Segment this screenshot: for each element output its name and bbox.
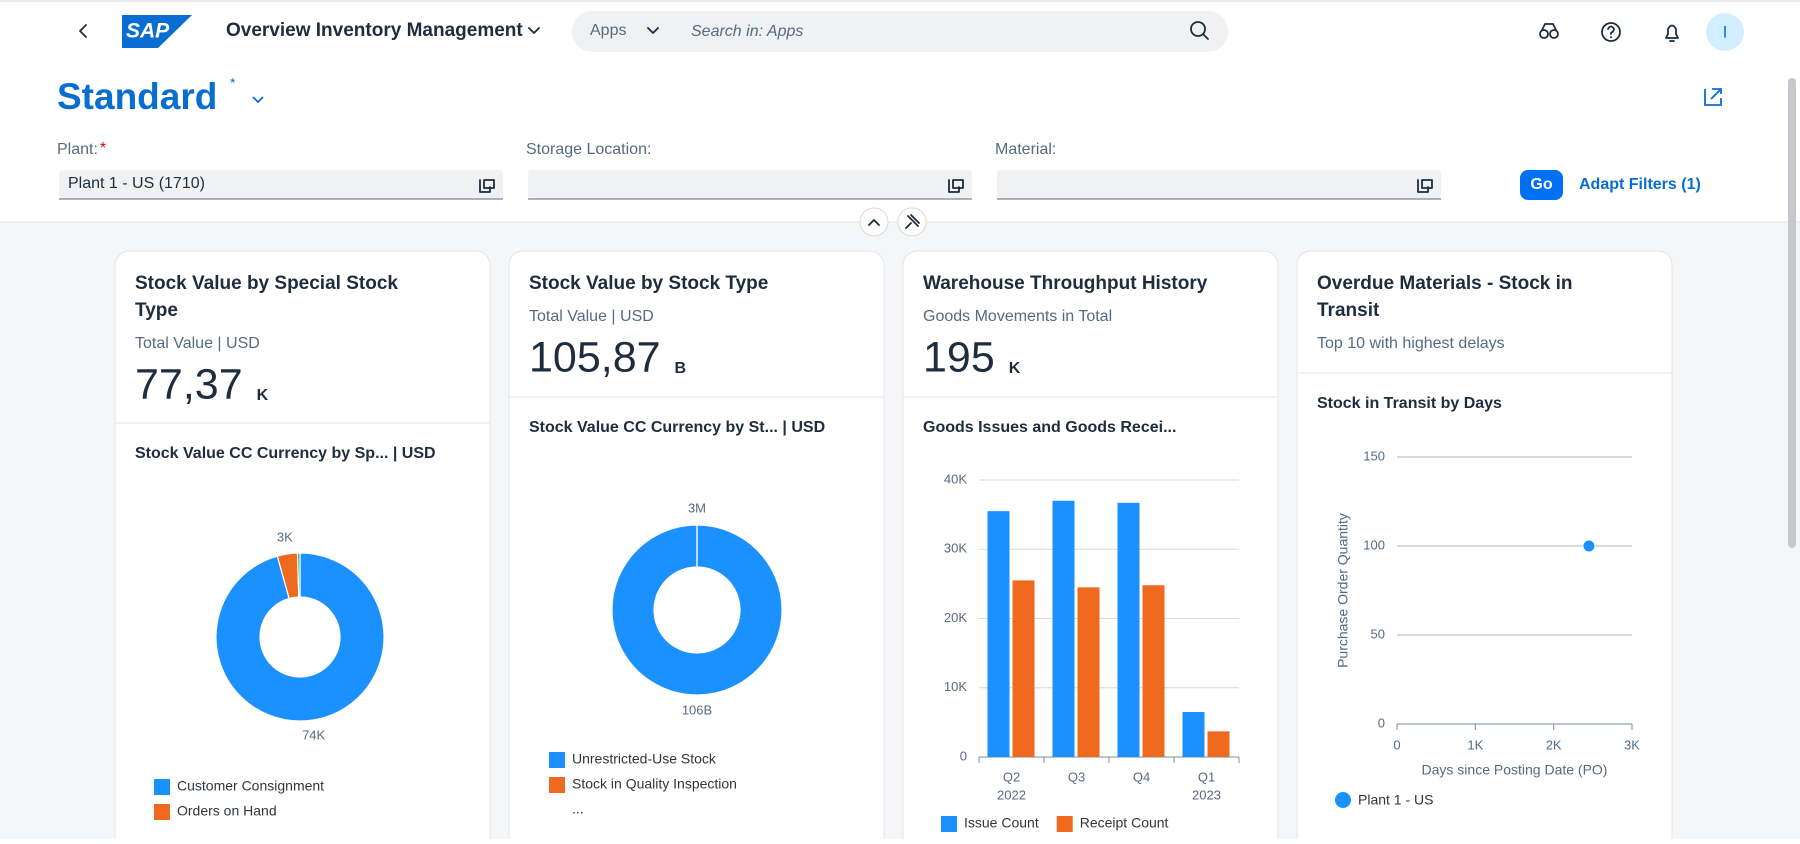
card-subtitle: Total Value | USD — [529, 308, 654, 325]
legend-label: Receipt Count — [1080, 815, 1169, 831]
kpi-unit: K — [1009, 360, 1021, 377]
data-label: 3K — [277, 530, 293, 545]
x-axis-title: Days since Posting Date (PO) — [1422, 762, 1608, 778]
chart-title: Stock in Transit by Days — [1317, 395, 1502, 412]
chart-title: Stock Value CC Currency by St... | USD — [529, 419, 825, 436]
legend-swatch — [154, 804, 170, 820]
data-label: 106B — [682, 702, 712, 717]
x-tick-label: Q1 — [1198, 769, 1215, 784]
y-tick-label: 150 — [1363, 448, 1385, 463]
data-label: 3M — [688, 500, 706, 515]
y-tick-label: 0 — [1378, 715, 1385, 730]
legend-swatch — [154, 779, 170, 795]
legend-label: Stock in Quality Inspection — [572, 776, 737, 792]
legend-swatch — [941, 816, 957, 832]
card-subtitle: Goods Movements in Total — [923, 308, 1112, 325]
kpi-unit: K — [257, 387, 269, 404]
y-axis-title: Purchase Order Quantity — [1335, 513, 1351, 668]
kpi-unit: B — [675, 360, 687, 377]
go-button-text[interactable]: Go — [1530, 176, 1552, 193]
legend-label: Orders on Hand — [177, 803, 277, 819]
search-box[interactable] — [572, 11, 1228, 52]
legend-label: Customer Consignment — [177, 778, 324, 794]
search-scope[interactable]: Apps — [590, 22, 626, 39]
card-title[interactable]: Warehouse Throughput History — [923, 273, 1208, 294]
x-group-label: 2022 — [997, 787, 1026, 802]
x-tick-label: Q2 — [1003, 769, 1020, 784]
variant-name[interactable]: Standard — [57, 76, 217, 117]
kpi-value: 195 — [923, 333, 995, 381]
chart-title: Goods Issues and Goods Recei... — [923, 419, 1176, 436]
collapse-header-button[interactable] — [860, 208, 888, 236]
filter-input[interactable] — [528, 170, 972, 199]
y-tick-label: 0 — [960, 748, 967, 763]
y-tick-label: 20K — [944, 610, 967, 625]
kpi-value: 105,87 — [529, 333, 661, 381]
legend-swatch — [549, 777, 565, 793]
search-placeholder[interactable]: Search in: Apps — [691, 23, 803, 40]
adapt-filters[interactable]: Adapt Filters (1) — [1579, 176, 1701, 193]
legend-more: ... — [572, 801, 584, 817]
bar — [1118, 503, 1140, 757]
y-tick-label: 50 — [1371, 626, 1385, 641]
logo-text: SAP — [126, 20, 170, 43]
chart-title: Stock Value CC Currency by Sp... | USD — [135, 445, 436, 462]
y-tick-label: 10K — [944, 679, 967, 694]
card-title[interactable]: Stock Value by Stock Type — [529, 273, 768, 294]
legend-label: Issue Count — [964, 815, 1039, 831]
data-label: 74K — [302, 728, 325, 743]
filter-input[interactable] — [997, 170, 1441, 199]
x-tick-label: 1K — [1467, 737, 1483, 752]
bar — [1208, 731, 1230, 757]
variant-modified: * — [230, 75, 236, 91]
bar — [988, 511, 1010, 757]
scatter-point — [1583, 540, 1595, 552]
legend-label: Unrestricted-Use Stock — [572, 751, 717, 767]
filter-label: Storage Location: — [526, 141, 651, 158]
bar — [1078, 587, 1100, 757]
scrollbar — [1788, 78, 1796, 548]
required-marker: * — [100, 140, 106, 157]
x-tick-label: 2K — [1546, 737, 1562, 752]
filter-value: Plant 1 - US (1710) — [68, 175, 205, 192]
filter-label: Plant: — [57, 141, 98, 158]
card-subtitle: Total Value | USD — [135, 335, 260, 352]
legend-swatch — [1335, 792, 1351, 808]
filter-label: Material: — [995, 141, 1056, 158]
x-group-label: 2023 — [1192, 787, 1221, 802]
y-tick-label: 100 — [1363, 537, 1385, 552]
bar — [1053, 501, 1075, 757]
legend-label: Plant 1 - US — [1358, 792, 1433, 808]
avatar-initial: I — [1723, 22, 1728, 41]
legend-swatch — [549, 752, 565, 768]
x-tick-label: 0 — [1393, 737, 1400, 752]
bar — [1013, 580, 1035, 757]
x-tick-label: Q3 — [1068, 769, 1085, 784]
y-tick-label: 30K — [944, 541, 967, 556]
app-title[interactable]: Overview Inventory Management — [226, 20, 523, 41]
y-tick-label: 40K — [944, 471, 967, 486]
card-subtitle: Top 10 with highest delays — [1317, 335, 1505, 352]
bar — [1143, 585, 1165, 757]
kpi-value: 77,37 — [135, 360, 243, 408]
x-tick-label: Q4 — [1133, 769, 1150, 784]
x-tick-label: 3K — [1624, 737, 1640, 752]
bar — [1183, 712, 1205, 757]
legend-swatch — [1057, 816, 1073, 832]
pin-header-button[interactable] — [898, 208, 926, 236]
